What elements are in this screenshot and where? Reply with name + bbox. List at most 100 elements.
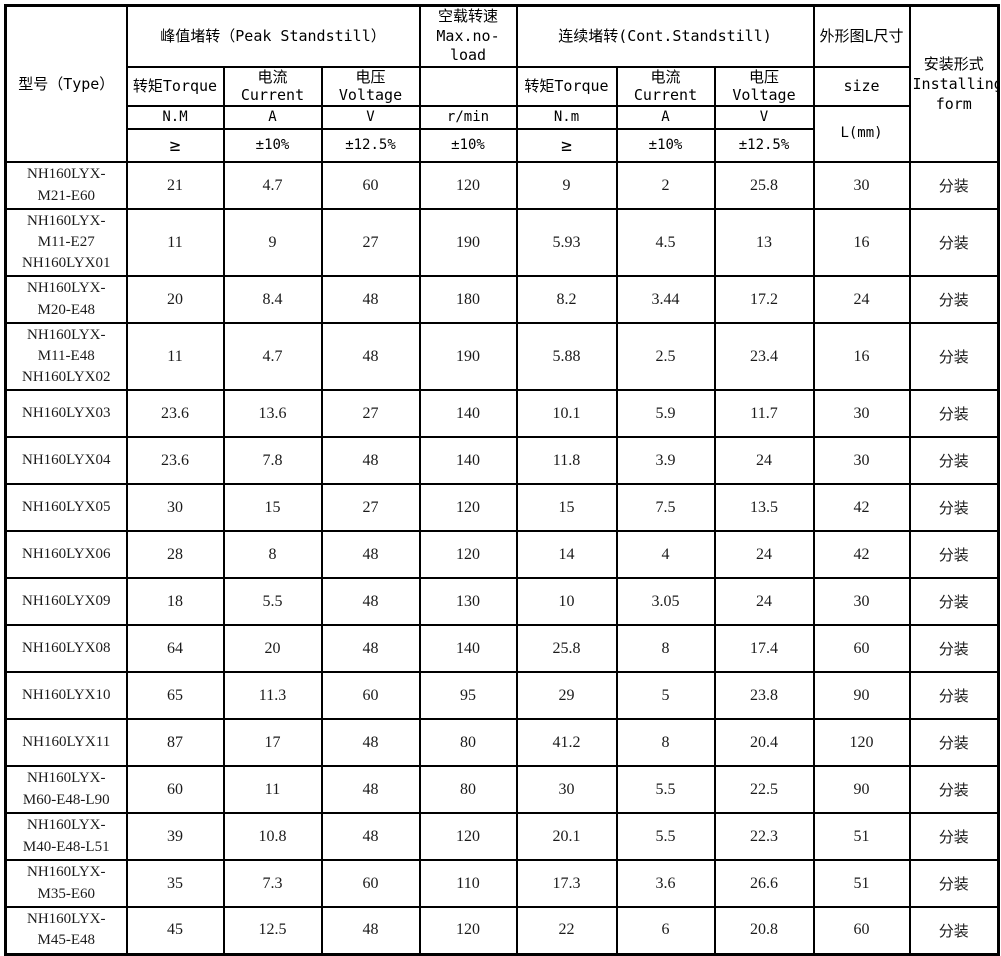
- cont-current-unit: A: [615, 105, 716, 130]
- peak-voltage-cell: 48: [320, 812, 421, 861]
- size-group-header: 外形图L尺寸: [812, 4, 911, 68]
- cont-voltage-cell: 23.4: [713, 322, 815, 391]
- cont-torque-cell: 10.1: [515, 389, 618, 438]
- install-form-cell: 分装: [908, 275, 1000, 324]
- peak-torque-cell: 11: [125, 322, 225, 391]
- peak-torque-cell: 65: [125, 671, 225, 720]
- size-unit: L(mm): [812, 105, 911, 163]
- peak-voltage-cell: 60: [320, 161, 421, 210]
- peak-voltage-cell: 48: [320, 436, 421, 485]
- size-l-cell: 90: [812, 671, 911, 720]
- noload-speed-cell: 120: [418, 161, 518, 210]
- size-l-cell: 30: [812, 436, 911, 485]
- size-l-cell: 60: [812, 624, 911, 673]
- header-row-groups: 型号（Type） 峰值堵转（Peak Standstill） 空载转速 Max.…: [4, 4, 1000, 163]
- size-l-cell: 60: [812, 906, 911, 955]
- model-line: M35-E60: [37, 885, 96, 902]
- peak-current-cell: 5.5: [222, 577, 323, 626]
- model-cell: NH160LYX- M45-E48: [4, 906, 128, 955]
- peak-torque-cell: 28: [125, 530, 225, 579]
- peak-voltage-cell: 48: [320, 275, 421, 324]
- peak-voltage-cell: 27: [320, 208, 421, 277]
- peak-current-cell: 4.7: [222, 161, 323, 210]
- model-line: M21-E60: [37, 187, 96, 204]
- model-cell: NH160LYX- M60-E48-L90: [4, 765, 128, 814]
- model-line: M45-E48: [37, 932, 96, 949]
- cont-current-cell: 2: [615, 161, 716, 210]
- peak-current-cell: 7.8: [222, 436, 323, 485]
- peak-voltage-tolerance: ±12.5%: [320, 128, 421, 163]
- model-line: NH160LYX09: [22, 592, 111, 609]
- peak-voltage-cell: 48: [320, 765, 421, 814]
- noload-speed-cell: 120: [418, 530, 518, 579]
- size-l-cell: 51: [812, 812, 911, 861]
- peak-voltage-cell: 60: [320, 859, 421, 908]
- cont-current-cell: 4: [615, 530, 716, 579]
- install-title-cn: 安装形式: [923, 54, 984, 73]
- cont-voltage-cell: 13.5: [713, 483, 815, 532]
- noload-speed-cell: 140: [418, 389, 518, 438]
- model-line: NH160LYX05: [22, 498, 111, 515]
- peak-torque-tolerance: ≥: [125, 128, 225, 163]
- size-l-cell: 16: [812, 208, 911, 277]
- noload-speed-cell: 120: [418, 812, 518, 861]
- noload-unit: r/min: [418, 105, 518, 130]
- peak-torque-cell: 87: [125, 718, 225, 767]
- size-l-cell: 120: [812, 718, 911, 767]
- cont-voltage-cell: 26.6: [713, 859, 815, 908]
- peak-current-cell: 8: [222, 530, 323, 579]
- install-form-cell: 分装: [908, 208, 1000, 277]
- peak-torque-cell: 20: [125, 275, 225, 324]
- model-cell: NH160LYX06: [4, 530, 128, 579]
- install-form-cell: 分装: [908, 161, 1000, 210]
- model-line: NH160LYX-: [27, 910, 106, 927]
- model-line: NH160LYX-: [27, 326, 106, 343]
- header-row-units: N.M A V r/min N.m A V L(mm): [6, 105, 999, 163]
- model-line: NH160LYX06: [22, 545, 111, 562]
- peak-current-cell: 9: [222, 208, 323, 277]
- model-cell: NH160LYX04: [4, 436, 128, 485]
- size-l-cell: 30: [812, 577, 911, 626]
- cont-torque-cell: 10: [515, 577, 618, 626]
- table-row: NH160LYX08 64 20 48 140 25.8 8 17.4 60 分装: [4, 624, 1000, 673]
- header-row-quantities: 转矩Torque 电流Current 电压Voltage 转矩Torque 电流…: [6, 65, 999, 107]
- cont-voltage-cell: 22.5: [713, 765, 815, 814]
- cont-voltage-cell: 11.7: [713, 389, 815, 438]
- noload-speed-cell: 110: [418, 859, 518, 908]
- cont-torque-cell: 17.3: [515, 859, 618, 908]
- model-line: NH160LYX-: [27, 864, 106, 881]
- cont-current-header: 电流Current: [615, 65, 716, 107]
- noload-speed-cell: 80: [418, 718, 518, 767]
- cont-voltage-cell: 17.2: [713, 275, 815, 324]
- model-line: NH160LYX-: [27, 166, 106, 183]
- motor-spec-table: 型号（Type） 峰值堵转（Peak Standstill） 空载转速 Max.…: [4, 4, 1001, 956]
- cont-torque-cell: 25.8: [515, 624, 618, 673]
- install-form-cell: 分装: [908, 389, 1000, 438]
- peak-torque-unit: N.M: [125, 105, 225, 130]
- cont-voltage-unit: V: [713, 105, 815, 130]
- table-row: NH160LYX- M11-E27 NH160LYX01 11 9 27 190 5.93 4.…: [4, 208, 1000, 277]
- cont-torque-cell: 15: [515, 483, 618, 532]
- model-cell: NH160LYX10: [4, 671, 128, 720]
- cont-current-cell: 6: [615, 906, 716, 955]
- cont-torque-tolerance: ≥: [515, 128, 618, 163]
- peak-voltage-cell: 27: [320, 483, 421, 532]
- peak-current-cell: 7.3: [222, 859, 323, 908]
- installing-form-column-header: 安装形式 Installing form: [908, 4, 1000, 163]
- cont-torque-cell: 41.2: [515, 718, 618, 767]
- cont-current-cell: 5.5: [615, 812, 716, 861]
- table-row: NH160LYX- M45-E48 45 12.5 48 120 22 6 20.8 60 分装: [4, 906, 1000, 955]
- peak-current-header: 电流Current: [222, 65, 323, 107]
- install-form-cell: 分装: [908, 322, 1000, 391]
- cont-current-cell: 3.9: [615, 436, 716, 485]
- cont-voltage-cell: 13: [713, 208, 815, 277]
- peak-current-cell: 11: [222, 765, 323, 814]
- model-line: M60-E48-L90: [22, 791, 110, 808]
- cont-current-cell: 7.5: [615, 483, 716, 532]
- model-cell: NH160LYX- M11-E48 NH160LYX02: [4, 322, 128, 391]
- cont-voltage-cell: 22.3: [713, 812, 815, 861]
- peak-torque-cell: 35: [125, 859, 225, 908]
- install-form-cell: 分装: [908, 859, 1000, 908]
- peak-torque-cell: 30: [125, 483, 225, 532]
- size-l-cell: 51: [812, 859, 911, 908]
